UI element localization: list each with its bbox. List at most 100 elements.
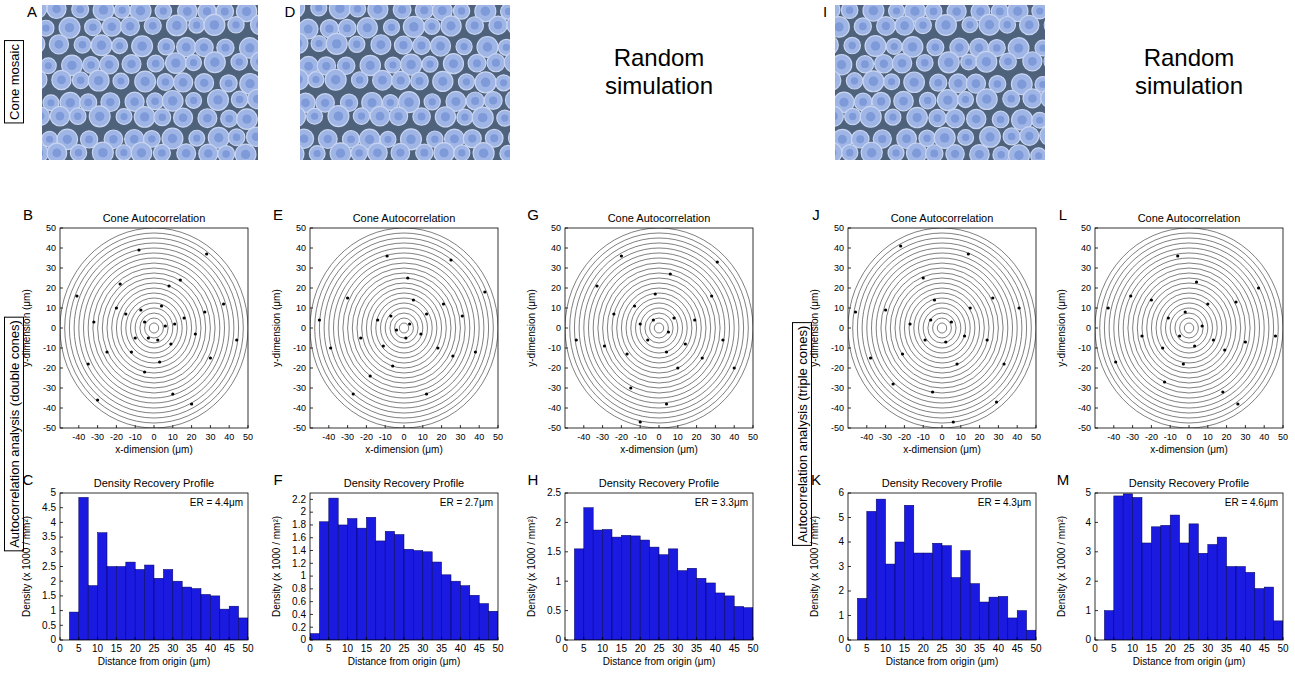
x-tick [78, 425, 79, 428]
bar [404, 549, 413, 640]
marks [310, 498, 498, 640]
x-tick-label: 10 [92, 643, 104, 654]
cone-cell [403, 16, 424, 37]
frame [1095, 493, 1283, 640]
x-tick [998, 637, 999, 640]
frame [848, 228, 1036, 428]
cone-core [994, 80, 1002, 88]
ring [371, 293, 437, 363]
cone-core [45, 62, 52, 69]
x-tick-label: 5 [1111, 643, 1117, 654]
cone-cell [349, 5, 365, 17]
cone-cell [166, 53, 187, 74]
ring [121, 293, 187, 363]
cone-cell [454, 145, 470, 160]
cone-cell [131, 142, 152, 160]
bar [574, 549, 583, 640]
bar [145, 565, 154, 640]
cone-core [505, 8, 510, 15]
bar [201, 594, 210, 640]
cone-core [955, 43, 964, 52]
cone-core [416, 77, 424, 85]
cone-cell [424, 18, 440, 34]
cone-cell [328, 106, 349, 127]
ring [65, 233, 244, 423]
y-tick [848, 542, 851, 543]
ring [593, 258, 725, 398]
x-tick-label: 50 [1278, 432, 1288, 442]
point [633, 304, 636, 307]
cone-core [394, 112, 402, 120]
ring [1180, 318, 1199, 338]
x-tick [960, 425, 961, 428]
y-tick-label: 0.4 [292, 609, 306, 620]
cone-core [304, 25, 313, 34]
point [603, 344, 606, 347]
cone-cell [220, 75, 237, 92]
ring [612, 278, 706, 378]
y-tick [1095, 610, 1098, 611]
cone-cell [845, 108, 861, 124]
bar [876, 499, 885, 640]
cone-core [214, 133, 223, 142]
cone-core [877, 97, 885, 105]
cone-core [225, 115, 233, 123]
x-tick-label: 0 [307, 643, 313, 654]
cone-core [492, 59, 500, 67]
x-tick-label: 50 [1030, 643, 1042, 654]
cone-cell [237, 109, 258, 130]
bar [857, 598, 866, 640]
cone-cell [351, 145, 368, 160]
x-tick-label: 20 [187, 432, 197, 442]
cone-cell [505, 90, 510, 110]
point [952, 420, 955, 423]
point [395, 328, 398, 331]
x-tick [1264, 637, 1265, 640]
cone-cell [393, 5, 411, 19]
y-tick-label: 0.8 [292, 583, 306, 594]
x-tick-label: -40 [72, 432, 85, 442]
y-tick-label: 20 [834, 283, 844, 293]
ring [319, 238, 488, 418]
x-tick [479, 425, 480, 428]
cone-core [120, 149, 127, 156]
cone-cell [114, 5, 130, 18]
point [147, 336, 150, 339]
cone-cell [466, 17, 484, 35]
cone-core [1039, 44, 1045, 51]
ring [1151, 288, 1226, 368]
y-tick [848, 328, 851, 329]
bar [423, 552, 432, 640]
x-tick-label: 35 [974, 643, 986, 654]
cone-core [242, 115, 251, 124]
point [115, 306, 118, 309]
x-tick [904, 425, 905, 428]
bar [867, 511, 876, 640]
point [995, 400, 998, 403]
cone-cell [846, 73, 862, 89]
frame [565, 493, 753, 640]
y-tick [1095, 228, 1098, 229]
cone-cell [487, 54, 505, 72]
cone-core [179, 78, 188, 87]
cone-core [483, 42, 492, 51]
point [451, 354, 454, 357]
point [137, 248, 140, 251]
cone-core [232, 21, 239, 28]
point [164, 324, 167, 327]
cone-cell [434, 143, 454, 160]
cone-core [982, 57, 991, 66]
x-tick [1036, 425, 1037, 428]
cone-core [439, 148, 448, 157]
cone-cell [186, 92, 202, 108]
point [901, 352, 904, 355]
cone-core [849, 113, 856, 120]
y-tick [60, 522, 63, 523]
y-tick-label: 20 [1081, 283, 1091, 293]
x-tick [1017, 637, 1018, 640]
cone-core [1036, 7, 1043, 14]
x-tick-label: 0 [151, 432, 156, 442]
point [676, 366, 679, 369]
cone-core [353, 41, 360, 48]
cone-core [921, 59, 928, 66]
